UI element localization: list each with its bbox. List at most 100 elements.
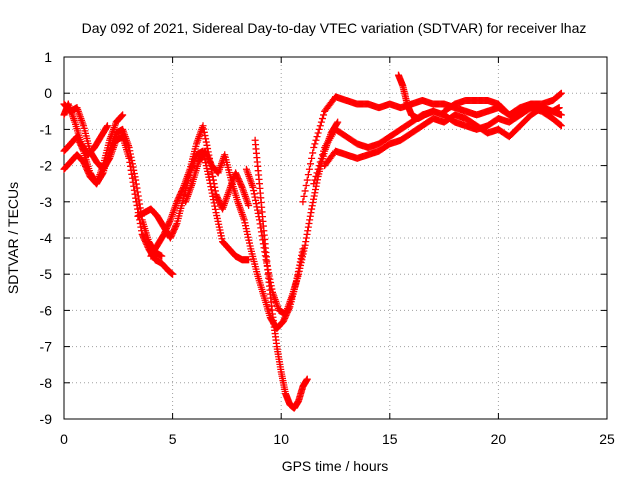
x-axis-label: GPS time / hours — [282, 458, 389, 474]
data-point — [310, 195, 318, 203]
data-point — [557, 122, 565, 130]
data-point — [257, 228, 265, 236]
data-point — [256, 220, 264, 228]
data-point — [308, 205, 316, 213]
data-point — [557, 89, 565, 97]
data-point — [429, 107, 437, 115]
x-tick-label: 15 — [382, 431, 398, 447]
data-point — [132, 176, 140, 184]
data-point — [299, 198, 307, 206]
data-point — [130, 166, 138, 174]
data-point — [259, 240, 267, 248]
data-points — [60, 71, 565, 412]
data-point — [265, 272, 273, 280]
data-point — [334, 118, 342, 126]
data-point — [129, 163, 137, 171]
data-point — [172, 221, 180, 229]
series-track-m — [394, 71, 437, 123]
data-point — [209, 196, 217, 204]
data-point — [201, 132, 209, 140]
data-point — [310, 192, 318, 200]
data-point — [312, 136, 320, 144]
data-point — [263, 259, 271, 267]
data-point — [312, 185, 320, 193]
data-point — [117, 112, 125, 120]
y-tick-label: 0 — [44, 85, 52, 101]
data-point — [118, 112, 126, 120]
data-point — [211, 202, 219, 210]
data-point — [249, 183, 257, 191]
data-point — [261, 252, 269, 260]
data-point — [250, 187, 258, 195]
data-point — [136, 200, 144, 208]
data-point — [200, 125, 208, 133]
data-point — [135, 196, 143, 204]
data-point — [245, 201, 253, 209]
data-point — [252, 196, 260, 204]
data-point — [315, 125, 323, 133]
data-point — [333, 119, 341, 127]
y-axis-label: SDTVAR / TECUs — [5, 182, 21, 294]
data-point — [253, 203, 261, 211]
data-point — [259, 236, 267, 244]
data-point — [179, 185, 187, 193]
data-point — [210, 199, 218, 207]
y-tick-label: -2 — [40, 158, 53, 174]
data-point — [267, 282, 275, 290]
data-point — [304, 223, 312, 231]
data-point — [130, 170, 138, 178]
data-point — [255, 213, 263, 221]
data-point — [209, 172, 217, 180]
data-point — [313, 169, 321, 177]
data-point — [301, 187, 309, 195]
data-point — [202, 135, 210, 143]
data-point — [311, 189, 319, 197]
data-point — [166, 217, 174, 225]
data-point — [237, 182, 245, 190]
data-point — [134, 192, 142, 200]
data-point — [169, 270, 177, 278]
data-point — [303, 375, 311, 383]
data-point — [125, 144, 133, 151]
y-tick-label: -3 — [40, 194, 53, 210]
data-point — [211, 205, 219, 213]
data-point — [303, 176, 311, 184]
data-point — [203, 141, 211, 149]
data-point — [313, 133, 321, 141]
data-point — [132, 180, 140, 188]
data-point — [127, 153, 135, 161]
data-point — [210, 180, 218, 188]
data-point — [309, 199, 317, 207]
x-tick-label: 0 — [60, 431, 68, 447]
data-point — [264, 265, 272, 273]
data-point — [126, 150, 134, 158]
series-track-i — [242, 118, 342, 318]
data-point — [317, 118, 325, 126]
data-point — [314, 129, 322, 137]
data-point — [254, 209, 262, 217]
data-point — [303, 230, 311, 238]
data-point — [200, 128, 208, 136]
data-point — [202, 138, 210, 146]
data-point — [301, 241, 309, 249]
data-point — [209, 176, 217, 184]
data-point — [211, 183, 219, 191]
series-track-n — [440, 89, 565, 119]
data-point — [302, 238, 310, 246]
x-tick-label: 20 — [491, 431, 507, 447]
data-point — [126, 147, 134, 155]
data-point — [245, 256, 253, 264]
data-point — [318, 151, 326, 159]
data-point — [310, 144, 318, 151]
data-point — [260, 244, 268, 252]
data-point — [312, 172, 320, 180]
data-point — [254, 206, 262, 214]
data-point — [317, 154, 325, 162]
data-point — [266, 275, 274, 283]
data-point — [320, 111, 328, 119]
data-point — [158, 252, 166, 260]
data-point — [261, 248, 269, 256]
series-track-l — [321, 104, 565, 170]
y-tick-label: -8 — [40, 375, 53, 391]
